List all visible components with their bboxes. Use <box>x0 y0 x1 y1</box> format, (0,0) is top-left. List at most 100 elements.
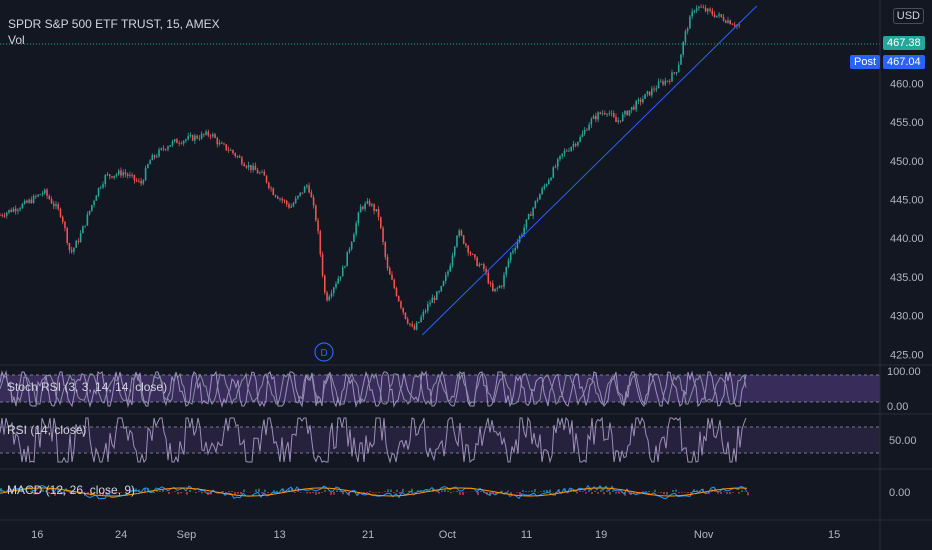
candle-body <box>583 129 586 134</box>
candle-body <box>292 203 295 207</box>
stoch-rsi-label[interactable]: Stoch RSI (3, 3, 14, 14, close) <box>7 380 168 394</box>
macd-hist-bar <box>681 492 683 493</box>
candle-body <box>565 150 568 152</box>
candle-body <box>259 172 261 174</box>
macd-hist-bar <box>531 490 533 492</box>
post-price-tag: 467.04 <box>883 55 925 69</box>
candle-body <box>682 42 684 55</box>
macd-hist-bar <box>717 492 719 494</box>
candle-body <box>431 297 434 303</box>
candle-body <box>111 176 113 178</box>
macd-hist-bar <box>210 492 212 495</box>
candle-body <box>283 200 286 202</box>
macd-hist-bar <box>18 490 20 492</box>
candle-body <box>102 184 104 188</box>
macd-hist-bar <box>387 489 389 492</box>
macd-hist-bar <box>546 489 548 492</box>
candle-body <box>601 113 604 114</box>
candle-body <box>191 135 194 141</box>
candle-body <box>265 175 268 183</box>
candle-body <box>37 194 39 197</box>
candle-body <box>704 7 707 12</box>
rsi-label[interactable]: RSI (14, close) <box>7 423 87 437</box>
candle-body <box>413 326 416 330</box>
macd-hist-bar <box>510 492 512 494</box>
currency-button[interactable]: USD <box>892 8 924 24</box>
candle-body <box>171 141 174 146</box>
macd-hist-bar <box>660 492 662 493</box>
candle-body <box>406 318 409 324</box>
candle-body <box>218 142 221 145</box>
candle-body <box>666 80 669 82</box>
macd-hist-bar <box>543 490 545 492</box>
trendline[interactable] <box>422 5 758 336</box>
macd-hist-bar <box>411 488 413 492</box>
macd-hist-bar <box>540 491 542 492</box>
x-axis[interactable]: 16 24 Sep 13 21 Oct 11 19 Nov 15 <box>31 529 840 541</box>
macd-hist-bar <box>153 492 155 494</box>
candle-body <box>256 170 259 174</box>
macd-hist-bar <box>444 489 446 492</box>
candle-body <box>312 197 315 206</box>
macd-hist-bar <box>117 492 119 493</box>
macd-hist-bar <box>675 489 677 492</box>
volume-label[interactable]: Vol <box>8 33 25 47</box>
candle-body <box>550 177 552 181</box>
candle-body <box>366 201 369 204</box>
candle-body <box>377 209 380 218</box>
candle-body <box>662 81 664 85</box>
macd-hist-bar <box>549 489 551 492</box>
candle-body <box>373 204 375 212</box>
candle-body <box>254 165 257 171</box>
candle-body <box>570 147 572 151</box>
candle-body <box>675 72 678 73</box>
macd-hist-bar <box>243 489 245 492</box>
candle-body <box>225 144 228 150</box>
candle-body <box>350 241 353 250</box>
candle-body <box>595 115 597 120</box>
candle-body <box>28 199 30 203</box>
candle-body <box>160 148 163 150</box>
candle-body <box>52 203 55 207</box>
candle-body <box>10 209 12 212</box>
candle-body <box>328 296 331 301</box>
dividend-marker[interactable]: D <box>314 342 334 362</box>
macd-hist-bar <box>342 492 344 495</box>
candle-body <box>66 228 68 244</box>
macd-hist-bar <box>120 492 122 493</box>
macd-hist-bar <box>108 489 110 492</box>
candle-body <box>129 174 131 176</box>
macd-hist-bar <box>225 492 227 494</box>
macd-hist-bar <box>606 490 608 492</box>
macd-hist-bar <box>231 491 233 492</box>
candle-body <box>617 120 620 123</box>
candle-body <box>633 106 635 110</box>
macd-hist-bar <box>729 492 731 495</box>
macd-hist-bar <box>198 491 200 492</box>
macd-hist-bar <box>339 490 341 492</box>
candle-body <box>530 214 532 216</box>
candle-body <box>543 185 546 189</box>
candle-body <box>189 135 192 137</box>
macd-hist-bar <box>42 489 44 492</box>
macd-hist-bar <box>189 489 191 492</box>
macd-hist-bar <box>588 489 590 492</box>
macd-hist-bar <box>558 489 560 492</box>
candle-body <box>498 285 501 288</box>
macd-hist-bar <box>426 489 428 492</box>
macd-label[interactable]: MACD (12, 26, close, 9) <box>7 483 136 497</box>
macd-hist-bar <box>567 492 569 494</box>
candle-body <box>644 94 646 99</box>
candle-body <box>200 133 203 139</box>
candle-body <box>144 167 147 181</box>
candle-body <box>55 204 57 207</box>
candle-body <box>223 143 225 145</box>
candle-body <box>624 110 626 115</box>
candle-body <box>368 201 371 206</box>
candle-body <box>272 188 275 196</box>
symbol-title[interactable]: SPDR S&P 500 ETF TRUST, 15, AMEX <box>8 17 220 31</box>
candle-body <box>592 115 595 119</box>
candle-body <box>93 200 95 205</box>
candle-body <box>686 28 689 32</box>
